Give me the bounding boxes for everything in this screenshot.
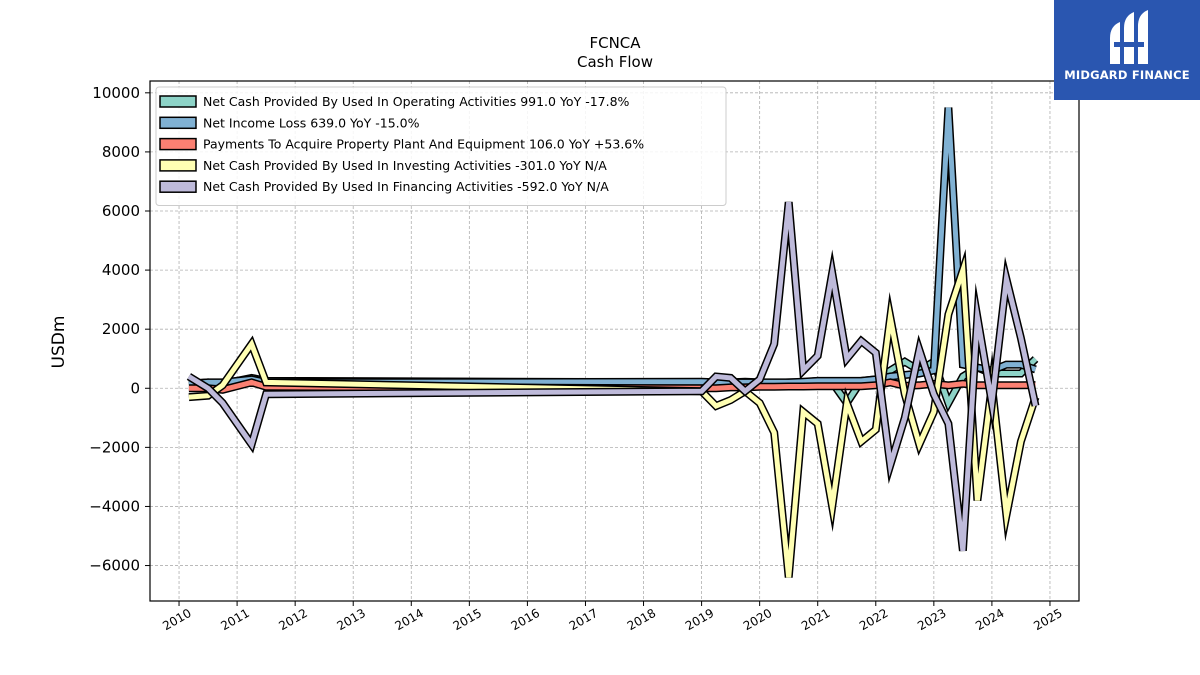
legend-swatch [159,180,197,193]
x-tick-label: 2012 [276,606,309,633]
x-tick-label: 2020 [741,606,774,633]
brand-name: MIDGARD FINANCE [1064,68,1190,82]
x-tick-label: 2011 [218,606,251,633]
x-tick-label: 2015 [451,606,484,633]
y-tick-label: −6000 [89,557,140,575]
x-tick-label: 2016 [509,606,542,633]
legend-swatch [159,116,197,130]
y-tick-label: 8000 [102,143,140,161]
series-outline-3 [188,249,1040,578]
x-tick-label: 2024 [973,606,1006,633]
y-tick-label: 0 [130,379,140,397]
y-tick-label: 10000 [92,84,140,102]
legend-entry: Net Income Loss 639.0 YoY -15.0% [203,115,420,130]
legend-swatch [159,137,197,151]
legend-entry: Net Cash Provided By Used In Operating A… [203,94,630,109]
series-line-4 [187,201,1038,552]
series-line-3 [188,256,1038,578]
chart-subtitle: Cash Flow [577,53,653,71]
plot-frame [149,80,1080,602]
y-tick-label: 4000 [102,261,140,279]
y-tick-label: 2000 [102,320,140,338]
legend-entry: Net Cash Provided By Used In Investing A… [203,158,607,173]
legend: Net Cash Provided By Used In Operating A… [155,86,727,206]
x-tick-label: 2022 [857,606,890,633]
y-tick-label: −4000 [89,497,140,515]
x-tick-label: 2018 [625,606,658,633]
x-tick-label: 2019 [683,606,716,633]
series-layer [186,107,1040,578]
legend-entry: Net Cash Provided By Used In Financing A… [203,179,609,194]
y-axis-label: USDm [49,316,69,369]
legend-entry: Payments To Acquire Property Plant And E… [203,137,644,152]
brand-logo: MIDGARD FINANCE [1054,0,1200,100]
midgard-logo-icon [1110,10,1148,64]
x-tick-label: 2023 [915,606,948,633]
x-tick-label: 2014 [393,606,426,633]
y-tick-label: −2000 [89,438,140,456]
x-tick-label: 2013 [334,606,367,633]
x-tick-label: 2017 [567,606,600,633]
chart-title: FCNCA [589,34,641,52]
legend-box [155,86,727,206]
legend-swatch [159,95,197,108]
y-tick-label: 6000 [102,202,140,220]
legend-swatch [159,159,197,172]
x-tick-label: 2021 [799,606,832,633]
x-tick-label: 2025 [1031,606,1064,633]
x-tick-label: 2010 [160,606,193,633]
